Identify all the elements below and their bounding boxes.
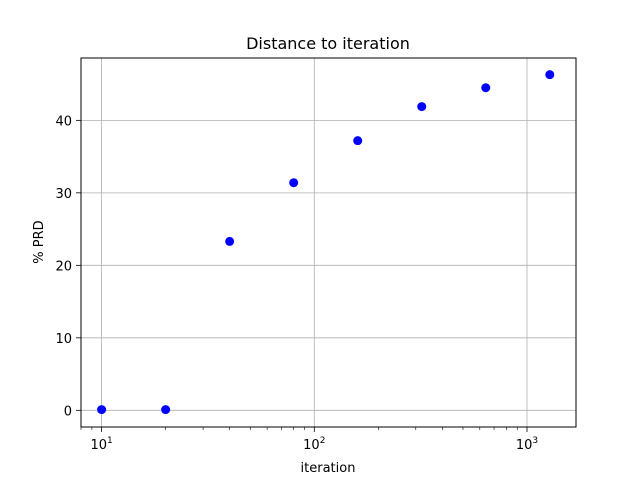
- data-point: [161, 405, 171, 415]
- y-tick-label: 40: [55, 114, 72, 129]
- y-tick-label: 30: [55, 187, 72, 202]
- y-tick-label: 0: [64, 404, 72, 419]
- data-point: [97, 405, 107, 415]
- y-tick-label: 20: [55, 259, 72, 274]
- data-point: [481, 83, 491, 93]
- x-tick-label: 103: [516, 436, 538, 453]
- y-tick-label: 10: [55, 332, 72, 347]
- data-point: [353, 136, 363, 146]
- y-axis-ticks: 0 10 20 30 40: [55, 114, 81, 419]
- data-point: [225, 236, 235, 246]
- x-axis-ticks: 101 102 103: [80, 427, 538, 453]
- data-point: [289, 178, 299, 188]
- x-tick-label: 102: [303, 436, 325, 453]
- data-points: [97, 70, 555, 415]
- x-tick-label: 101: [90, 436, 112, 453]
- x-axis-label: iteration: [301, 461, 356, 476]
- chart-title: Distance to iteration: [246, 34, 410, 53]
- data-point: [545, 70, 555, 80]
- plot-frame: [80, 57, 577, 428]
- y-axis-label: % PRD: [32, 220, 47, 263]
- data-point: [417, 102, 427, 112]
